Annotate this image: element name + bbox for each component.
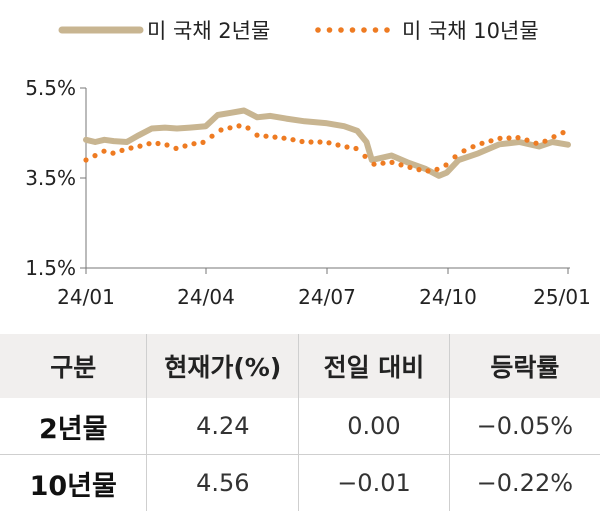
series-point-10y — [407, 165, 412, 170]
table-cell: −0.01 — [299, 455, 450, 511]
series-layer — [83, 111, 568, 176]
series-point-10y — [533, 141, 538, 146]
series-point-10y — [146, 141, 151, 146]
legend-dot — [327, 27, 333, 33]
series-point-10y — [227, 125, 232, 130]
series-point-10y — [236, 123, 241, 128]
x-tick-label: 24/01 — [57, 285, 115, 309]
series-point-10y — [443, 162, 448, 167]
series-point-10y — [416, 167, 421, 172]
series-point-10y — [479, 141, 484, 146]
series-point-10y — [317, 139, 322, 144]
table-row: 2년물 4.24 0.00 −0.05% — [0, 398, 600, 455]
series-point-10y — [461, 148, 466, 153]
legend-dot — [350, 27, 356, 33]
table-cell: 4.24 — [147, 398, 299, 455]
series-point-10y — [191, 141, 196, 146]
series-point-10y — [560, 130, 565, 135]
table-header-cell: 등락률 — [449, 334, 600, 398]
x-tick-label: 24/04 — [177, 285, 235, 309]
legend-dot — [338, 27, 344, 33]
series-point-10y — [452, 154, 457, 159]
series-point-10y — [155, 141, 160, 146]
series-point-10y — [551, 134, 556, 139]
yield-chart: 미 국채 2년물 미 국채 10년물 5.5% 3.5% 1.5% 24/01 … — [0, 0, 600, 330]
series-point-10y — [137, 144, 142, 149]
series-point-10y — [218, 127, 223, 132]
series-point-10y — [209, 134, 214, 139]
table-header-cell: 현재가(%) — [147, 334, 299, 398]
table-header-row: 구분 현재가(%) 전일 대비 등락률 — [0, 334, 600, 398]
row-label: 2년물 — [0, 398, 147, 455]
series-point-10y — [488, 138, 493, 143]
x-tick-label: 24/07 — [298, 285, 356, 309]
series-point-10y — [506, 135, 511, 140]
series-point-10y — [398, 162, 403, 167]
yield-table: 구분 현재가(%) 전일 대비 등락률 2년물 4.24 0.00 −0.05%… — [0, 334, 600, 511]
series-point-10y — [344, 144, 349, 149]
table-cell: −0.22% — [449, 455, 600, 511]
series-point-10y — [173, 146, 178, 151]
table-row: 10년물 4.56 −0.01 −0.22% — [0, 455, 600, 511]
legend-dot — [315, 27, 321, 33]
series-point-10y — [380, 161, 385, 166]
series-point-10y — [281, 136, 286, 141]
series-point-10y — [128, 145, 133, 150]
series-point-10y — [263, 134, 268, 139]
legend-dot — [384, 27, 390, 33]
table-cell: 0.00 — [299, 398, 450, 455]
legend-dot — [361, 27, 367, 33]
series-point-10y — [353, 146, 358, 151]
series-point-10y — [245, 125, 250, 130]
series-point-10y — [434, 167, 439, 172]
table-cell: 4.56 — [147, 455, 299, 511]
x-tick-label: 24/10 — [419, 285, 477, 309]
series-point-10y — [119, 148, 124, 153]
table-header-cell: 전일 대비 — [299, 334, 450, 398]
x-ticks: 24/01 24/04 24/07 24/10 25/01 — [57, 268, 591, 309]
legend-dot — [373, 27, 379, 33]
series-point-10y — [83, 157, 88, 162]
x-tick-label: 25/01 — [533, 285, 591, 309]
series-point-10y — [254, 133, 259, 138]
series-point-10y — [110, 151, 115, 156]
row-label: 10년물 — [0, 455, 147, 511]
series-point-10y — [524, 138, 529, 143]
series-point-10y — [92, 153, 97, 158]
legend: 미 국채 2년물 미 국채 10년물 — [62, 19, 539, 43]
series-point-10y — [308, 139, 313, 144]
legend-swatch-10y — [315, 27, 390, 33]
series-point-10y — [515, 135, 520, 140]
series-point-10y — [182, 143, 187, 148]
y-ticks: 5.5% 3.5% 1.5% — [25, 76, 86, 280]
series-point-10y — [335, 142, 340, 147]
series-point-10y — [290, 137, 295, 142]
y-tick-label: 1.5% — [25, 256, 76, 280]
series-point-10y — [389, 160, 394, 165]
legend-label-10y: 미 국채 10년물 — [402, 19, 539, 43]
table-cell: −0.05% — [449, 398, 600, 455]
series-point-10y — [326, 140, 331, 145]
legend-label-2y: 미 국채 2년물 — [147, 19, 270, 43]
series-point-10y — [272, 135, 277, 140]
series-point-10y — [164, 142, 169, 147]
y-tick-label: 3.5% — [25, 166, 76, 190]
series-point-10y — [425, 168, 430, 173]
series-point-10y — [497, 136, 502, 141]
series-point-10y — [542, 139, 547, 144]
series-point-10y — [200, 140, 205, 145]
series-point-10y — [299, 139, 304, 144]
table-header-cell: 구분 — [0, 334, 147, 398]
series-point-10y — [362, 154, 367, 159]
series-point-10y — [101, 149, 106, 154]
series-point-10y — [470, 144, 475, 149]
y-tick-label: 5.5% — [25, 76, 76, 100]
series-point-10y — [371, 162, 376, 167]
